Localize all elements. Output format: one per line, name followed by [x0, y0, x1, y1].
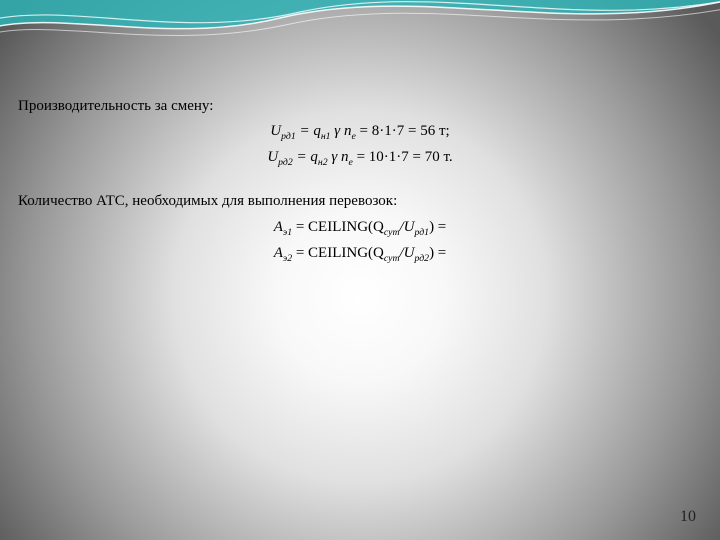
var-u: U	[267, 149, 278, 165]
mid-text: /U	[400, 245, 415, 261]
formula-urd2: Uрд2 = qн2 γ nе = 10·1·7 = 70 т.	[18, 146, 702, 170]
decorative-wave	[0, 0, 720, 60]
sub-rd1: рд1	[281, 131, 296, 142]
var-a: A	[274, 245, 283, 261]
tail-text: ) =	[429, 245, 446, 261]
mid-text: γ n	[331, 123, 352, 139]
tail-text: = 8·1·7 = 56 т;	[356, 123, 450, 139]
sub-sut: сут	[384, 227, 400, 238]
mid-text: γ n	[328, 149, 349, 165]
section1-formulas: Uрд1 = qн1 γ nе = 8·1·7 = 56 т; Uрд2 = q…	[18, 120, 702, 170]
eq-text: = CEILING(Q	[292, 219, 384, 235]
eq-text: = CEILING(Q	[292, 245, 384, 261]
formula-urd1: Uрд1 = qн1 γ nе = 8·1·7 = 56 т;	[18, 120, 702, 144]
formula-ae2: Aэ2 = CEILING(Qсут/Uрд2) =	[18, 242, 702, 266]
tail-text: ) =	[429, 219, 446, 235]
sub-rd2: рд2	[415, 253, 430, 264]
slide: Производительность за смену: Uрд1 = qн1 …	[0, 0, 720, 540]
content-area: Производительность за смену: Uрд1 = qн1 …	[18, 95, 702, 268]
formula-ae1: Aэ1 = CEILING(Qсут/Uрд1) =	[18, 216, 702, 240]
sub-n1: н1	[321, 131, 331, 142]
sub-e2: э2	[283, 253, 292, 264]
sub-rd2: рд2	[278, 157, 293, 168]
sub-e1: э1	[283, 227, 292, 238]
eq-text: = q	[296, 123, 321, 139]
section1-heading: Производительность за смену:	[18, 95, 702, 118]
var-u: U	[270, 123, 281, 139]
sub-n2: н2	[318, 157, 328, 168]
sub-rd1: рд1	[415, 227, 430, 238]
section2-heading: Количество АТС, необходимых для выполнен…	[18, 190, 702, 213]
tail-text: = 10·1·7 = 70 т.	[353, 149, 453, 165]
eq-text: = q	[293, 149, 318, 165]
section2-formulas: Aэ1 = CEILING(Qсут/Uрд1) = Aэ2 = CEILING…	[18, 216, 702, 266]
page-number: 10	[680, 508, 696, 526]
var-a: A	[274, 219, 283, 235]
mid-text: /U	[400, 219, 415, 235]
sub-sut: сут	[384, 253, 400, 264]
